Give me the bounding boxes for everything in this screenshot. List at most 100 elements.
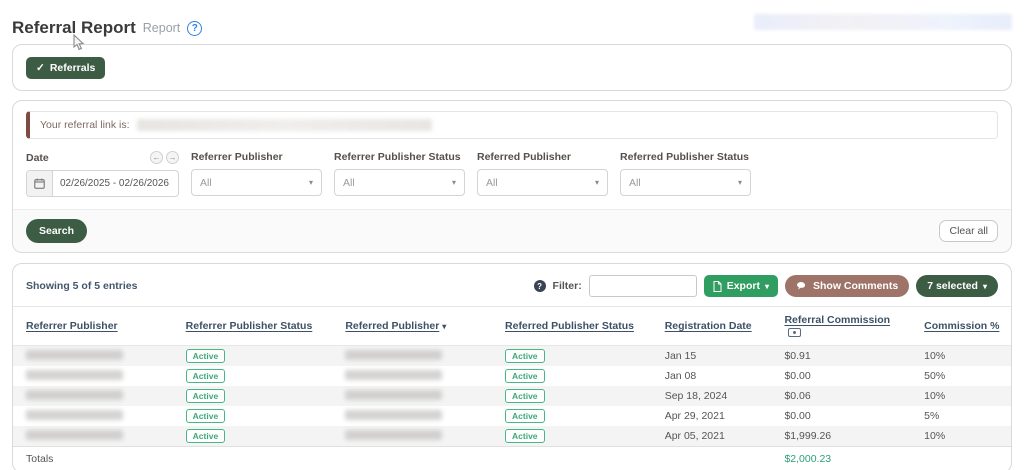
- show-comments-button[interactable]: Show Comments: [785, 275, 909, 297]
- chevron-down-icon: ▾: [452, 178, 456, 187]
- speech-bubble-icon: [796, 281, 808, 291]
- redacted-referred-name: [345, 430, 442, 440]
- table-row: ActiveActiveJan 08$0.0050%: [13, 366, 1011, 386]
- table-filter-input[interactable]: [589, 275, 697, 297]
- page: Referral Report Report ? ✓ Referrals You…: [0, 0, 1024, 470]
- referred-status-badge: Active: [505, 409, 545, 423]
- table-row: ActiveActiveSep 18, 2024$0.0610%: [13, 386, 1011, 406]
- chevron-down-icon: ▾: [983, 282, 987, 291]
- redacted-referrer-name: [26, 390, 123, 400]
- table-body: ActiveActiveJan 15$0.9110%ActiveActiveJa…: [13, 346, 1011, 447]
- referral-commission-cell: $0.00: [771, 406, 911, 426]
- columns-selected-button[interactable]: 7 selected ▾: [916, 275, 998, 297]
- header-registration-date[interactable]: Registration Date: [652, 307, 772, 346]
- redacted-referred-name: [345, 410, 442, 420]
- filter-help-icon[interactable]: ?: [534, 280, 546, 292]
- table-row: ActiveActiveApr 05, 2021$1,999.2610%: [13, 426, 1011, 447]
- commission-pct-cell: 10%: [911, 386, 1011, 406]
- referred-publisher-status-label: Referred Publisher Status: [620, 151, 751, 163]
- export-label: Export: [727, 280, 760, 292]
- referrer-status-badge: Active: [186, 349, 226, 363]
- commission-pct-cell: 5%: [911, 406, 1011, 426]
- header-referred-publisher-status[interactable]: Referred Publisher Status: [492, 307, 652, 346]
- date-nav-arrows: ← →: [150, 151, 179, 164]
- referrer-status-badge: Active: [186, 369, 226, 383]
- redacted-referred-name: [345, 350, 442, 360]
- redacted-referrer-name: [26, 430, 123, 440]
- chevron-down-icon: ▾: [595, 178, 599, 187]
- referral-link-label: Your referral link is:: [40, 119, 129, 131]
- referrer-publisher-select[interactable]: All ▾: [191, 169, 322, 196]
- referred-publisher-status-select[interactable]: All ▾: [620, 169, 751, 196]
- totals-commission: $2,000.23: [771, 447, 911, 470]
- referred-publisher-select[interactable]: All ▾: [477, 169, 608, 196]
- referral-commission-cell: $0.06: [771, 386, 911, 406]
- redacted-referrer-name: [26, 410, 123, 420]
- search-button[interactable]: Search: [26, 219, 87, 243]
- referrer-publisher-status-label: Referrer Publisher Status: [334, 151, 465, 163]
- date-filter-label: Date ← →: [26, 151, 179, 164]
- referred-publisher-status-filter: Referred Publisher Status All ▾: [620, 151, 751, 197]
- table-card: Showing 5 of 5 entries ? Filter: Export …: [12, 263, 1012, 470]
- redacted-user-info: [754, 14, 1012, 30]
- referred-publisher-label: Referred Publisher: [477, 151, 608, 163]
- totals-label: Totals: [13, 447, 173, 470]
- date-range-input[interactable]: 02/26/2025 - 02/26/2026: [26, 170, 179, 197]
- header-referrer-publisher-status[interactable]: Referrer Publisher Status: [173, 307, 333, 346]
- help-icon[interactable]: ?: [187, 21, 202, 36]
- referral-link-alert: Your referral link is:: [26, 111, 998, 139]
- sort-descending-icon: ▾: [442, 322, 446, 331]
- show-comments-label: Show Comments: [813, 280, 898, 292]
- redacted-referrer-name: [26, 370, 123, 380]
- header-referrer-publisher[interactable]: Referrer Publisher: [13, 307, 173, 346]
- referral-commission-cell: $1,999.26: [771, 426, 911, 447]
- cash-icon: [788, 328, 801, 337]
- tab-referrals[interactable]: ✓ Referrals: [26, 57, 105, 79]
- page-title: Referral Report: [12, 18, 136, 38]
- clear-all-button[interactable]: Clear all: [939, 220, 998, 242]
- referrer-status-badge: Active: [186, 409, 226, 423]
- table-row: Active Active Jan 15$0.9110%: [13, 346, 1011, 367]
- referrer-publisher-label: Referrer Publisher: [191, 151, 322, 163]
- totals-row: Totals $2,000.23: [13, 447, 1011, 470]
- referred-status-badge: Active: [505, 349, 545, 363]
- showing-entries-text: Showing 5 of 5 entries: [26, 280, 137, 292]
- filter-label: Filter:: [553, 280, 582, 292]
- commission-pct-cell: 50%: [911, 366, 1011, 386]
- referred-publisher-status-value: All: [629, 177, 641, 189]
- referrer-publisher-status-filter: Referrer Publisher Status All ▾: [334, 151, 465, 197]
- date-filter: Date ← →: [26, 151, 179, 197]
- registration-date-cell: Apr 05, 2021: [652, 426, 772, 447]
- referral-commission-cell: $0.91: [771, 346, 911, 367]
- referrer-status-badge: Active: [186, 389, 226, 403]
- filters-card: Your referral link is: Date ← →: [12, 100, 1012, 253]
- columns-selected-label: 7 selected: [927, 280, 978, 292]
- commission-pct-cell: 10%: [911, 346, 1011, 367]
- redacted-referral-link: [137, 119, 432, 131]
- referrer-publisher-status-select[interactable]: All ▾: [334, 169, 465, 196]
- table-row: ActiveActiveApr 29, 2021$0.005%: [13, 406, 1011, 426]
- next-period-button[interactable]: →: [166, 151, 179, 164]
- referred-status-badge: Active: [505, 369, 545, 383]
- referred-publisher-filter: Referred Publisher All ▾: [477, 151, 608, 197]
- referred-publisher-value: All: [486, 177, 498, 189]
- file-icon: [713, 281, 722, 292]
- registration-date-cell: Jan 15: [652, 346, 772, 367]
- referrer-publisher-filter: Referrer Publisher All ▾: [191, 151, 322, 197]
- date-label-text: Date: [26, 152, 49, 164]
- redacted-referred-name: [345, 370, 442, 380]
- export-button[interactable]: Export ▾: [704, 275, 778, 297]
- redacted-referrer-name: [26, 350, 123, 360]
- calendar-icon: [27, 171, 53, 196]
- referral-commission-cell: $0.00: [771, 366, 911, 386]
- header-referred-publisher[interactable]: Referred Publisher▾: [332, 307, 492, 346]
- header-commission-pct[interactable]: Commission %: [911, 307, 1011, 346]
- referrer-publisher-status-value: All: [343, 177, 355, 189]
- commission-pct-cell: 10%: [911, 426, 1011, 447]
- filters-footer: Search Clear all: [13, 209, 1011, 252]
- header-referral-commission[interactable]: Referral Commission: [771, 307, 911, 346]
- prev-period-button[interactable]: ←: [150, 151, 163, 164]
- filters-body: Your referral link is: Date ← →: [13, 101, 1011, 209]
- page-subtitle: Report: [143, 21, 181, 35]
- referrals-table: Referrer Publisher Referrer Publisher St…: [13, 306, 1011, 470]
